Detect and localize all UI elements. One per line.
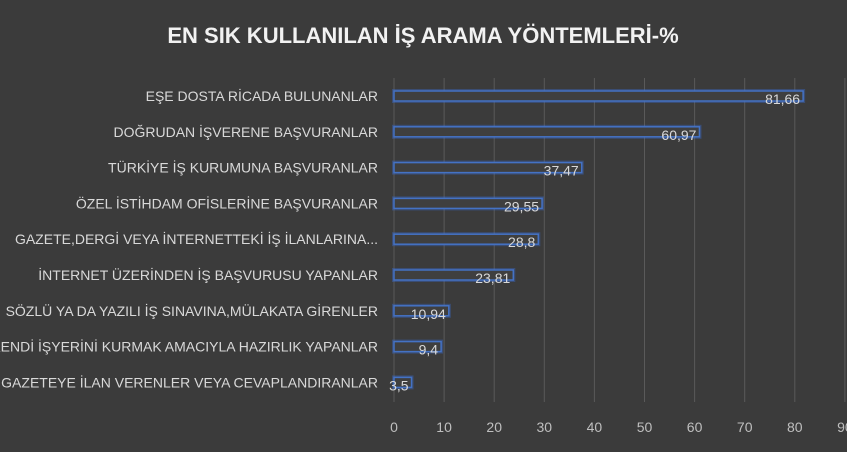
- x-tick-label: 60: [687, 419, 703, 435]
- x-tick-label: 70: [737, 419, 753, 435]
- bars: [392, 89, 806, 390]
- data-label: 3,5: [389, 377, 409, 393]
- category-label: İNTERNET ÜZERİNDEN İŞ BAŞVURUSU YAPANLAR: [38, 266, 378, 283]
- data-label: 10,94: [411, 306, 446, 322]
- data-label: 28,8: [508, 234, 535, 250]
- x-tick-label: 0: [390, 419, 398, 435]
- bar: [393, 161, 583, 174]
- category-label: TÜRKİYE İŞ KURUMUNA BAŞVURANLAR: [108, 159, 378, 176]
- data-label: 29,55: [504, 198, 539, 214]
- bar: [393, 376, 413, 389]
- category-label: GAZETE,DERGİ VEYA İNTERNETTEKİ İŞ İLANLA…: [15, 230, 378, 247]
- chart-title: EN SIK KULLANILAN İŞ ARAMA YÖNTEMLERİ-%: [167, 23, 678, 48]
- category-label: SÖZLÜ YA DA YAZILI İŞ SINAVINA,MÜLAKATA …: [6, 302, 378, 319]
- category-label: KENDİ İŞYERİNİ KURMAK AMACIYLA HAZIRLIK …: [0, 338, 378, 355]
- category-label: EŞE DOSTA RİCADA BULUNANLAR: [146, 87, 378, 104]
- x-tick-label: 90: [837, 419, 847, 435]
- bar: [393, 126, 701, 138]
- bar: [393, 233, 540, 245]
- x-tick-label: 80: [787, 419, 803, 435]
- x-axis-ticks: 0 10 20 30 40 50 60 70 80 90: [390, 419, 847, 435]
- category-labels: EŞE DOSTA RİCADA BULUNANLAR DOĞRUDAN İŞVE…: [0, 87, 378, 390]
- x-tick-label: 20: [486, 419, 502, 435]
- category-label: DOĞRUDAN İŞVERENE BAŞVURANLAR: [113, 123, 378, 140]
- bar: [393, 269, 515, 281]
- data-label: 60,97: [661, 127, 696, 143]
- data-label: 81,66: [765, 91, 800, 107]
- bar: [393, 197, 543, 210]
- bar: [393, 305, 450, 317]
- category-label: ÖZEL İSTİHDAM OFİSLERİNE BAŞVURANLAR: [76, 194, 378, 211]
- x-tick-label: 40: [587, 419, 603, 435]
- data-label: 23,81: [475, 270, 510, 286]
- data-label: 37,47: [544, 163, 579, 179]
- data-labels: 81,66 60,97 37,47 29,55 28,8 23,81 10,94 9,4 3,5: [389, 91, 800, 393]
- category-label: GAZETEYE İLAN VERENLER VEYA CEVAPLANDIRA…: [1, 373, 378, 390]
- bar: [393, 90, 804, 102]
- bar: [393, 340, 442, 353]
- x-tick-label: 30: [537, 419, 553, 435]
- x-tick-label: 10: [436, 419, 452, 435]
- x-tick-label: 50: [637, 419, 653, 435]
- data-label: 9,4: [419, 342, 439, 358]
